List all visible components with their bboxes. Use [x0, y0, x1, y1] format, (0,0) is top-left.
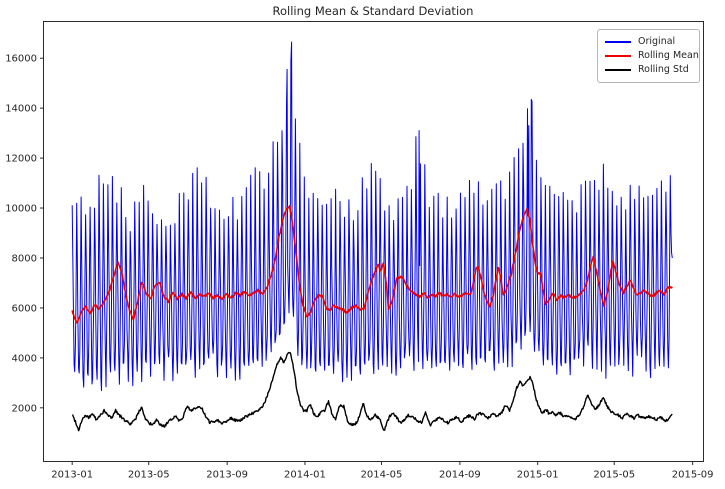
x-tick-label: 2014-09 [439, 470, 481, 481]
chart-title: Rolling Mean & Standard Deviation [273, 4, 474, 18]
x-tick-label: 2015-09 [672, 470, 714, 481]
y-tick-label: 6000 [12, 303, 37, 314]
plot-area: 2013-01 2013-05 2013-09 2014-01 2014-05 2014-… [5, 21, 714, 481]
y-tick-label: 4000 [12, 353, 37, 364]
x-tick-label: 2015-05 [593, 470, 635, 481]
x-tick-label: 2013-01 [51, 470, 93, 481]
legend-label-rolling-mean: Rolling Mean [638, 50, 699, 61]
legend-item-rolling-mean: Rolling Mean [605, 49, 699, 63]
y-tick-label: 2000 [12, 403, 37, 414]
x-tick-label: 2014-05 [361, 470, 403, 481]
y-tick-label: 16000 [5, 54, 37, 65]
series-line-rolling-std [72, 351, 673, 432]
x-tick-label: 2015-01 [517, 470, 559, 481]
y-tick-label: 14000 [5, 104, 37, 115]
y-tick-label: 10000 [5, 204, 37, 215]
x-tick-label: 2014-01 [284, 470, 326, 481]
legend-line-original-icon [605, 41, 631, 43]
legend-line-rolling-mean-icon [605, 55, 631, 57]
legend-label-rolling-std: Rolling Std [638, 64, 689, 75]
series-line-rolling-mean [71, 205, 673, 324]
x-tick-label: 2013-09 [206, 470, 248, 481]
y-tick-label: 8000 [12, 253, 37, 264]
y-tick-label: 12000 [5, 154, 37, 165]
legend-label-original: Original [638, 36, 676, 47]
legend-item-rolling-std: Rolling Std [605, 63, 692, 77]
axes-frame [43, 21, 704, 462]
legend-item-original: Original [605, 35, 692, 49]
x-tick-label: 2013-05 [128, 470, 170, 481]
legend: Original Rolling Mean Rolling Std [597, 29, 700, 83]
series-line-original [71, 41, 673, 392]
legend-line-rolling-std-icon [605, 69, 631, 71]
